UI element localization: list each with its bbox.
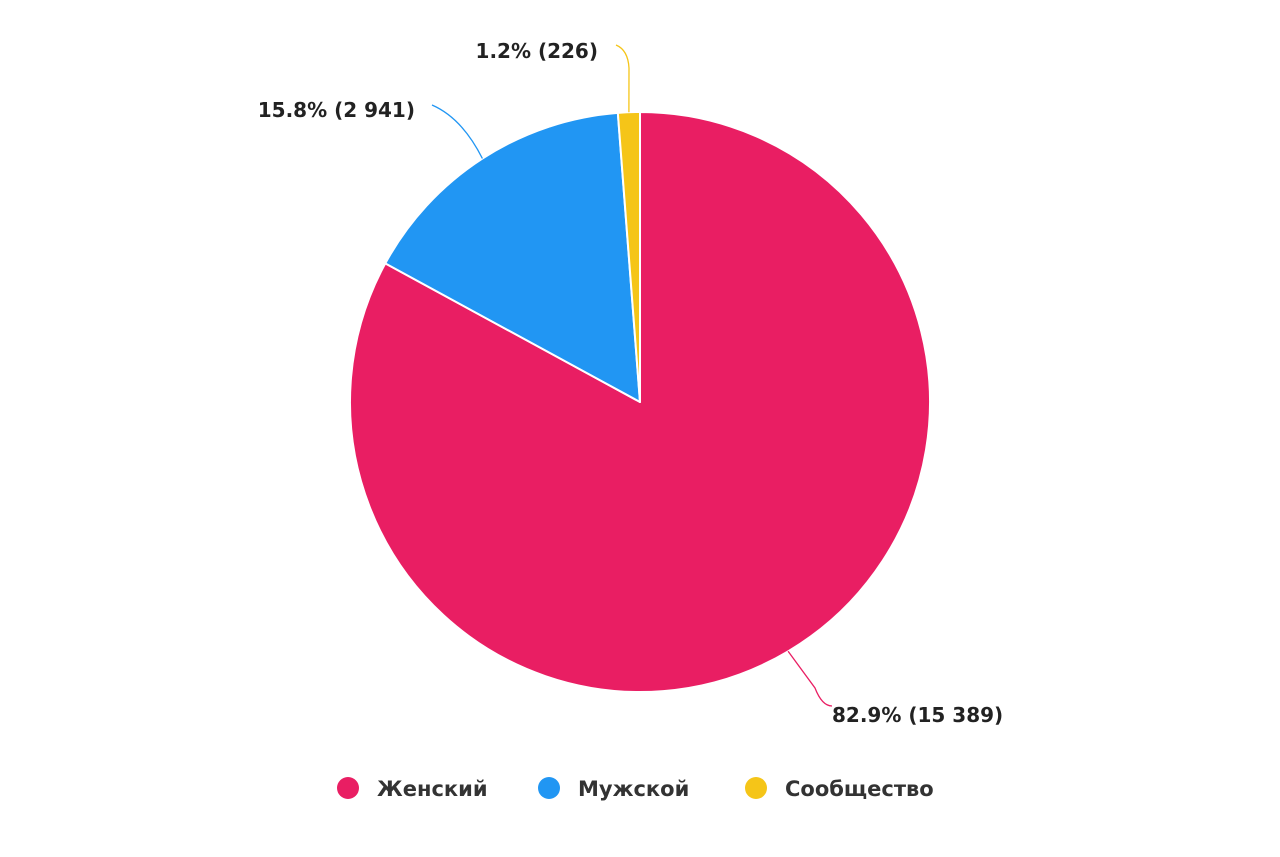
- data-label-1: 82.9% (15 389): [832, 703, 1003, 727]
- label-connector-2: [431, 104, 483, 159]
- legend-marker-3: [745, 777, 767, 799]
- legend-marker-1: [337, 777, 359, 799]
- legend-label-2: Мужской: [578, 777, 689, 801]
- legend-marker-2: [538, 777, 560, 799]
- pie-slices: [349, 111, 931, 693]
- legend-item-3[interactable]: Сообщество: [745, 777, 934, 801]
- label-connector-3: [615, 44, 630, 113]
- pie-slice-1[interactable]: [349, 111, 931, 693]
- data-labels: 82.9% (15 389) 15.8% (2 941) 1.2% (226): [258, 39, 1003, 727]
- legend: Женский Мужской Сообщество: [337, 777, 934, 801]
- legend-label-1: Женский: [377, 777, 488, 801]
- data-label-3: 1.2% (226): [476, 39, 598, 63]
- legend-item-2[interactable]: Мужской: [538, 777, 689, 801]
- pie-slice-2[interactable]: [384, 111, 641, 403]
- legend-label-3: Сообщество: [785, 777, 934, 801]
- pie-slice-3[interactable]: [616, 111, 641, 403]
- legend-item-1[interactable]: Женский: [337, 777, 488, 801]
- label-connectors: [431, 44, 833, 707]
- data-label-2: 15.8% (2 941): [258, 98, 415, 122]
- label-connector-1: [787, 650, 833, 707]
